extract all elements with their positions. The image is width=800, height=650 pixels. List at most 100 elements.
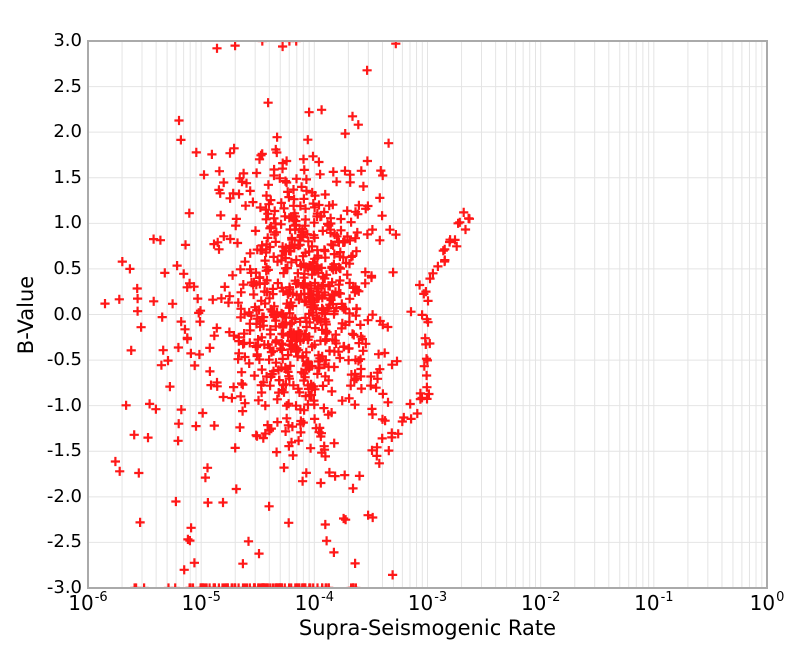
scatter-point [234, 348, 244, 358]
scatter-point [399, 412, 409, 423]
scatter-point [335, 251, 345, 262]
scatter-point [284, 583, 294, 588]
scatter-point [278, 41, 288, 52]
scatter-point [264, 501, 274, 511]
scatter-point [260, 401, 270, 411]
scatter-point [422, 394, 432, 404]
scatter-point [271, 335, 281, 345]
scatter-point [133, 306, 143, 316]
y-tick-label: -3.0 [46, 577, 82, 598]
scatter-point [380, 416, 390, 426]
scatter-point [349, 583, 359, 588]
scatter-point [245, 319, 255, 329]
scatter-point [130, 583, 140, 588]
scatter-point [351, 583, 361, 588]
scatter-point [172, 261, 182, 271]
scatter-point [280, 583, 290, 588]
scatter-point [186, 348, 196, 358]
scatter-point [265, 325, 275, 335]
scatter-point [344, 355, 354, 365]
scatter-point [272, 447, 282, 457]
scatter-point [346, 217, 356, 227]
scatter-point [307, 361, 317, 371]
x-tick-base: 10 [181, 591, 207, 615]
y-tick-label: -1.0 [46, 394, 82, 416]
scatter-point [315, 169, 325, 179]
scatter-point [216, 293, 226, 303]
scatter-point [302, 359, 312, 369]
scatter-point [421, 354, 432, 364]
scatter-point [336, 214, 346, 224]
scatter-point [355, 320, 365, 330]
scatter-point [445, 235, 455, 245]
scatter-point [223, 298, 234, 308]
scatter-point [261, 583, 271, 588]
scatter-point [100, 299, 110, 309]
scatter-point [314, 157, 324, 167]
scatter-point [279, 463, 289, 473]
scatter-point [216, 210, 226, 220]
scatter-point [344, 344, 354, 354]
scatter-point [283, 187, 293, 197]
scatter-point [320, 451, 330, 461]
scatter-point [261, 214, 271, 224]
scatter-point [268, 289, 278, 299]
scatter-point [300, 583, 310, 588]
scatter-point [245, 583, 255, 588]
scatter-point [273, 278, 283, 288]
scatter-point [301, 174, 311, 184]
scatter-point [207, 149, 217, 159]
scatter-point [283, 420, 293, 430]
scatter-point [319, 403, 329, 413]
scatter-point [278, 354, 288, 364]
scatter-point [136, 322, 146, 332]
scatter-point [238, 559, 248, 569]
scatter-point [424, 389, 434, 399]
scatter-point [284, 441, 294, 451]
scatter-point [209, 239, 219, 249]
scatter-point [237, 177, 247, 187]
scatter-point [459, 207, 469, 217]
scatter-point [277, 164, 288, 174]
scatter-point [280, 176, 291, 186]
scatter-point [253, 395, 264, 405]
scatter-point [324, 303, 334, 313]
scatter-point [252, 168, 262, 178]
scatter-point [292, 583, 302, 588]
scatter-point [282, 401, 292, 411]
scatter-point [393, 429, 403, 439]
scatter-point [198, 583, 208, 588]
scatter-point [385, 225, 395, 235]
scatter-point [135, 517, 145, 527]
scatter-point [358, 346, 368, 356]
scatter-point [218, 392, 228, 402]
scatter-point [406, 414, 416, 424]
scatter-point [257, 245, 267, 255]
scatter-point [368, 310, 378, 320]
scatter-point [266, 304, 276, 314]
scatter-point [185, 536, 195, 546]
scatter-point [288, 380, 298, 390]
scatter-point [337, 396, 347, 406]
x-tick-exponent: -5 [207, 590, 221, 605]
scatter-point [388, 267, 398, 277]
scatter-point [234, 332, 244, 342]
scatter-point [237, 367, 247, 377]
scatter-point [294, 295, 304, 305]
scatter-point [356, 364, 366, 374]
scatter-point [263, 209, 273, 219]
scatter-point [340, 166, 350, 176]
scatter-point [328, 167, 338, 177]
scatter-point [151, 404, 161, 414]
scatter-point [299, 194, 309, 204]
scatter-point [356, 354, 366, 364]
scatter-point [250, 583, 260, 588]
scatter-point [185, 583, 195, 588]
scatter-point [198, 408, 208, 418]
scatter-point [277, 251, 287, 261]
scatter-point [239, 168, 249, 178]
scatter-point [190, 360, 200, 371]
scatter-point [375, 316, 385, 326]
scatter-point [380, 348, 390, 358]
